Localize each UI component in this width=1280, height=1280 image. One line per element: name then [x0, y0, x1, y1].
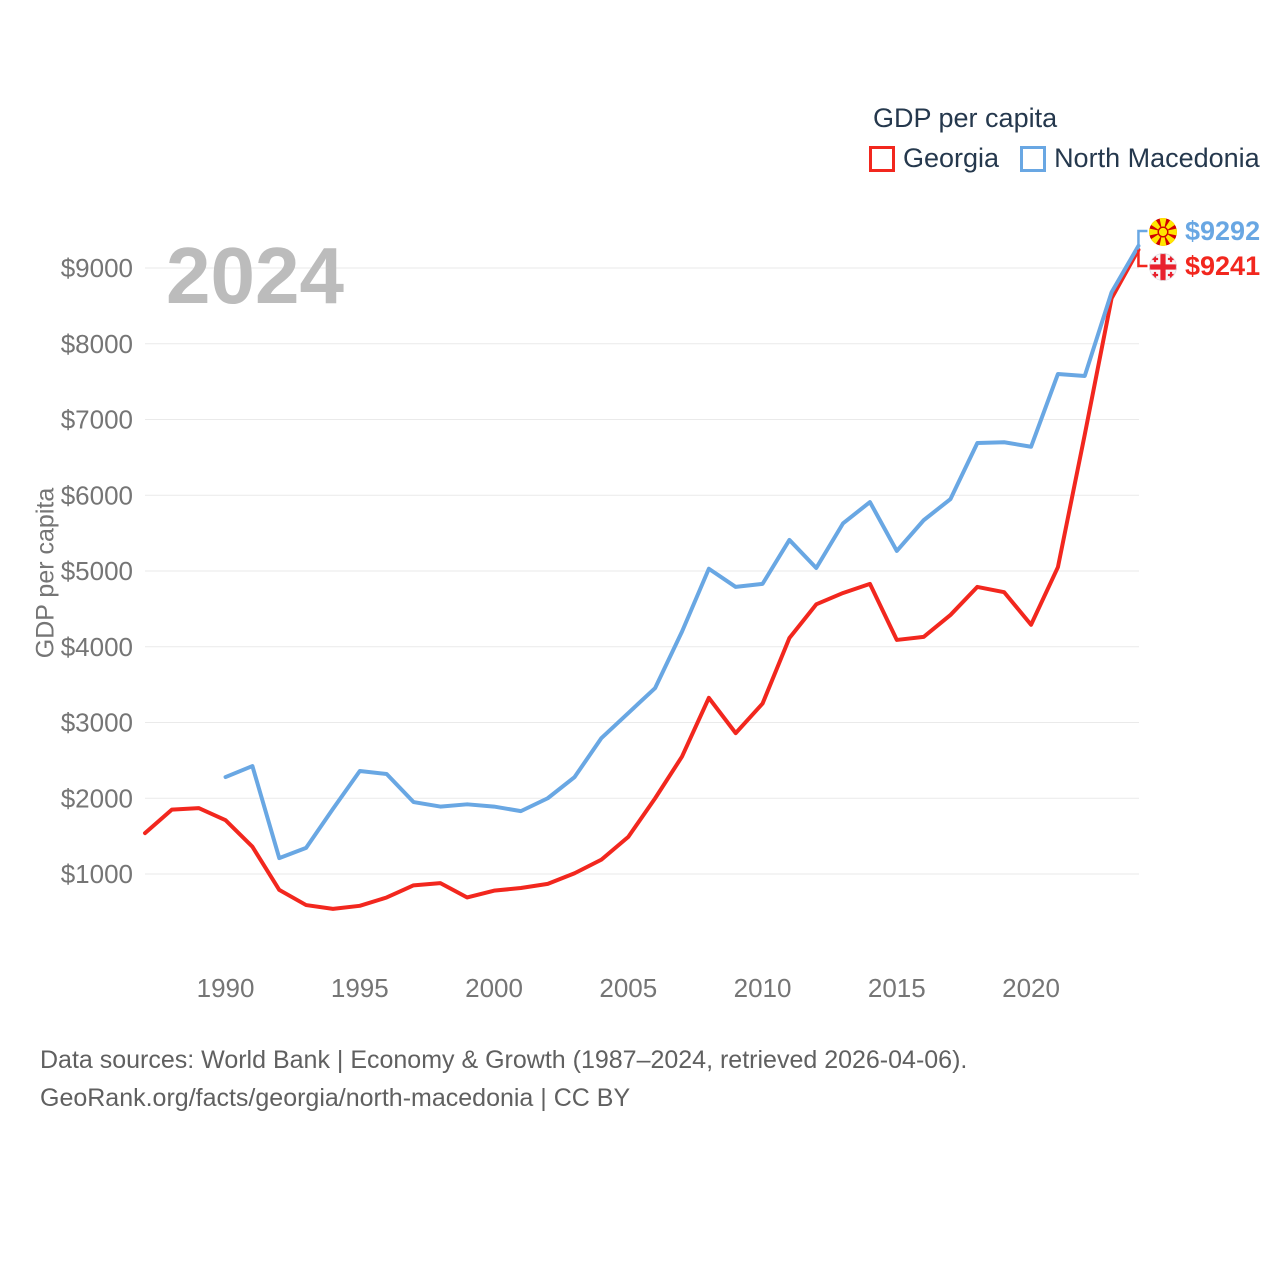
x-tick-label: 2010 — [734, 973, 792, 1003]
north-macedonia-flag-icon — [1149, 217, 1177, 246]
georgia-swatch-icon — [869, 145, 895, 172]
y-tick-label: $1000 — [61, 859, 133, 889]
legend-label-georgia: Georgia — [903, 143, 1000, 173]
x-tick-label: 2015 — [868, 973, 926, 1003]
north-macedonia-swatch-icon — [1020, 145, 1047, 172]
x-tick-label: 1990 — [197, 973, 255, 1003]
x-tick-label: 1995 — [331, 973, 389, 1003]
y-tick-label: $2000 — [61, 783, 133, 813]
end-label-georgia: $9241 — [1148, 251, 1260, 282]
legend-title: GDP per capita — [873, 103, 1058, 133]
y-tick-label: $7000 — [61, 405, 133, 435]
leader-line-north-macedonia — [1137, 229, 1148, 246]
x-tick-label: 2005 — [599, 973, 657, 1003]
legend: Georgia North Macedonia — [869, 143, 1260, 174]
series-line-north-macedonia — [223, 243, 1141, 861]
legend-item-north-macedonia[interactable]: North Macedonia — [1020, 143, 1260, 174]
leader-line-georgia — [1137, 249, 1148, 268]
end-value-georgia: $9241 — [1185, 251, 1261, 281]
y-tick-label: $4000 — [61, 632, 133, 662]
x-tick-label: 2020 — [1002, 973, 1060, 1003]
series-line-georgia — [143, 247, 1141, 911]
year-watermark: 2024 — [166, 231, 344, 320]
y-tick-label: $9000 — [61, 253, 133, 283]
legend-item-georgia[interactable]: Georgia — [869, 143, 999, 174]
x-tick-label: 2000 — [465, 973, 523, 1003]
data-source-line: Data sources: World Bank | Economy & Gro… — [40, 1046, 968, 1074]
end-label-north-macedonia: $9292 — [1148, 216, 1260, 247]
end-value-north-macedonia: $9292 — [1185, 216, 1261, 246]
y-axis-title: GDP per capita — [31, 487, 60, 659]
y-tick-label: $6000 — [61, 480, 133, 510]
legend-label-north-macedonia: North Macedonia — [1054, 143, 1260, 173]
attribution-link-line[interactable]: GeoRank.org/facts/georgia/north-macedoni… — [40, 1084, 631, 1112]
y-tick-label: $3000 — [61, 708, 133, 738]
y-tick-label: $5000 — [61, 556, 133, 586]
y-tick-label: $8000 — [61, 329, 133, 359]
georgia-flag-icon — [1149, 252, 1177, 281]
